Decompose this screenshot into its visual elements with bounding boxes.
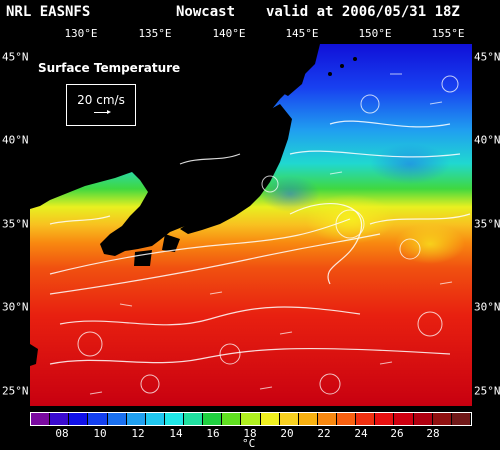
colorbar-segment: [69, 413, 89, 425]
colorbar-segment: [31, 413, 51, 425]
product-title: Nowcast: [176, 4, 236, 20]
colorbar-segment: [356, 413, 376, 425]
lat-label-35-right: 35°N: [474, 217, 500, 231]
lat-label-25-left: 25°N: [2, 384, 29, 398]
colorbar-segment: [126, 413, 146, 425]
colorbar-tick-20: 20: [280, 427, 294, 440]
colorbar-segment: [222, 413, 242, 425]
velocity-scale-arrow-icon: [94, 110, 111, 114]
colorbar-segment: [184, 413, 204, 425]
colorbar-segment: [203, 413, 223, 425]
colorbar-tick-08: 08: [55, 427, 69, 440]
colorbar-tick-28: 28: [426, 427, 440, 440]
colorbar-segment: [451, 413, 471, 425]
colorbar-tick-26: 26: [390, 427, 404, 440]
lat-label-40-left: 40°N: [2, 133, 29, 147]
colorbar-segment: [413, 413, 433, 425]
colorbar-segment: [260, 413, 280, 425]
lon-label-135: 135°E: [138, 27, 172, 40]
lon-label-130: 130°E: [64, 27, 98, 40]
colorbar-tick-14: 14: [169, 427, 183, 440]
colorbar-segment: [88, 413, 108, 425]
source-title: NRL EASNFS: [6, 4, 91, 20]
lat-label-40-right: 40°N: [474, 133, 500, 147]
layer-title: Surface Temperature: [38, 61, 181, 75]
colorbar-segment: [394, 413, 414, 425]
lat-label-35-left: 35°N: [2, 217, 29, 231]
colorbar-segment: [317, 413, 337, 425]
lon-label-150: 150°E: [358, 27, 392, 40]
temperature-colorbar: [30, 412, 472, 426]
colorbar-segment: [50, 413, 70, 425]
colorbar-tick-24: 24: [354, 427, 368, 440]
colorbar-tick-16: 16: [206, 427, 220, 440]
colorbar-segment: [145, 413, 165, 425]
lat-label-45-left: 45°N: [2, 50, 29, 64]
colorbar-segment: [164, 413, 184, 425]
lat-label-30-left: 30°N: [2, 300, 29, 314]
colorbar-tick-10: 10: [93, 427, 107, 440]
lat-label-30-right: 30°N: [474, 300, 500, 314]
lon-label-145: 145°E: [285, 27, 319, 40]
colorbar-tick-12: 12: [131, 427, 145, 440]
colorbar-segment: [375, 413, 395, 425]
map-header: NRL EASNFS Nowcast valid at 2006/05/31 1…: [0, 4, 500, 22]
colorbar-segment: [241, 413, 261, 425]
colorbar-unit: °C: [242, 437, 256, 450]
velocity-scale-legend: 20 cm/s: [66, 84, 136, 126]
colorbar-tick-22: 22: [317, 427, 331, 440]
lat-label-45-right: 45°N: [474, 50, 500, 64]
lat-label-25-right: 25°N: [474, 384, 500, 398]
lon-label-140: 140°E: [212, 27, 246, 40]
valid-time: valid at 2006/05/31 18Z: [266, 4, 460, 20]
colorbar-tick-18: 18: [243, 427, 257, 440]
colorbar-segment: [298, 413, 318, 425]
lon-label-155: 155°E: [431, 27, 465, 40]
colorbar-segment: [279, 413, 299, 425]
colorbar-segment: [107, 413, 127, 425]
colorbar-segment: [337, 413, 357, 425]
velocity-scale-label: 20 cm/s: [77, 93, 125, 107]
colorbar-segment: [432, 413, 452, 425]
